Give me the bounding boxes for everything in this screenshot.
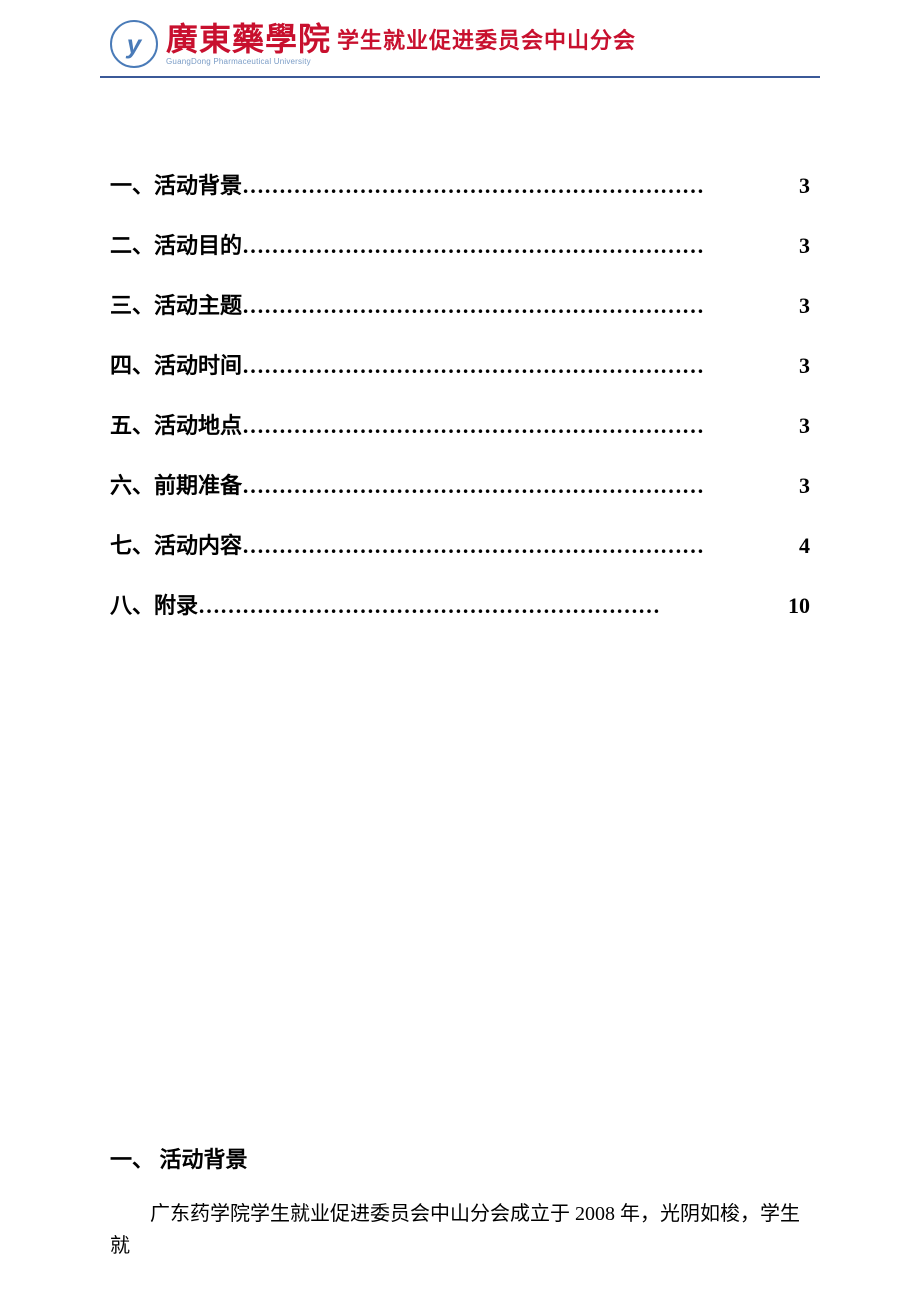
toc-label: 八、附录 <box>110 588 198 620</box>
toc-page-number: 3 <box>799 353 810 379</box>
toc-label: 四、活动时间 <box>110 348 242 380</box>
toc-item: 六、前期准备………………………………………………………3 <box>110 468 810 500</box>
toc-item: 五、活动地点………………………………………………………3 <box>110 408 810 440</box>
toc-dots: ……………………………………………………… <box>242 293 799 319</box>
toc-page-number: 3 <box>799 173 810 199</box>
toc-item: 三、活动主题………………………………………………………3 <box>110 288 810 320</box>
toc-item: 八、附录………………………………………………………10 <box>110 588 810 620</box>
toc-page-number: 3 <box>799 233 810 259</box>
school-logo: y <box>110 20 158 68</box>
toc-item: 二、活动目的………………………………………………………3 <box>110 228 810 260</box>
toc-label: 五、活动地点 <box>110 408 242 440</box>
committee-name: 学生就业促进委员会中山分会 <box>337 23 636 55</box>
toc-item: 四、活动时间………………………………………………………3 <box>110 348 810 380</box>
school-name-block: 廣東藥學院 GuangDong Pharmaceutical Universit… <box>166 23 331 66</box>
toc-page-number: 3 <box>799 413 810 439</box>
toc-dots: ……………………………………………………… <box>242 353 799 379</box>
toc-label: 六、前期准备 <box>110 468 242 500</box>
toc-page-number: 4 <box>799 533 810 559</box>
school-name: 廣東藥學院 <box>166 23 331 55</box>
toc-dots: ……………………………………………………… <box>242 413 799 439</box>
toc-dots: ……………………………………………………… <box>242 533 799 559</box>
section-heading: 一、 活动背景 <box>110 1142 810 1174</box>
content-section: 一、 活动背景 广东药学院学生就业促进委员会中山分会成立于 2008 年，光阴如… <box>110 1142 810 1262</box>
body-paragraph: 广东药学院学生就业促进委员会中山分会成立于 2008 年，光阴如梭，学生就 <box>110 1198 810 1262</box>
toc-page-number: 3 <box>799 293 810 319</box>
toc-dots: ……………………………………………………… <box>242 473 799 499</box>
toc-label: 一、活动背景 <box>110 168 242 200</box>
toc-dots: ……………………………………………………… <box>242 233 799 259</box>
toc-dots: ……………………………………………………… <box>242 173 799 199</box>
school-subtext: GuangDong Pharmaceutical University <box>166 57 331 66</box>
toc-item: 七、活动内容………………………………………………………4 <box>110 528 810 560</box>
table-of-contents: 一、活动背景………………………………………………………3二、活动目的………………… <box>110 168 810 620</box>
toc-label: 二、活动目的 <box>110 228 242 260</box>
document-header: y 廣東藥學院 GuangDong Pharmaceutical Univers… <box>100 0 820 78</box>
toc-page-number: 3 <box>799 473 810 499</box>
toc-item: 一、活动背景………………………………………………………3 <box>110 168 810 200</box>
logo-letter-icon: y <box>127 29 141 60</box>
toc-label: 三、活动主题 <box>110 288 242 320</box>
toc-dots: ……………………………………………………… <box>198 593 788 619</box>
toc-label: 七、活动内容 <box>110 528 242 560</box>
toc-page-number: 10 <box>788 593 810 619</box>
